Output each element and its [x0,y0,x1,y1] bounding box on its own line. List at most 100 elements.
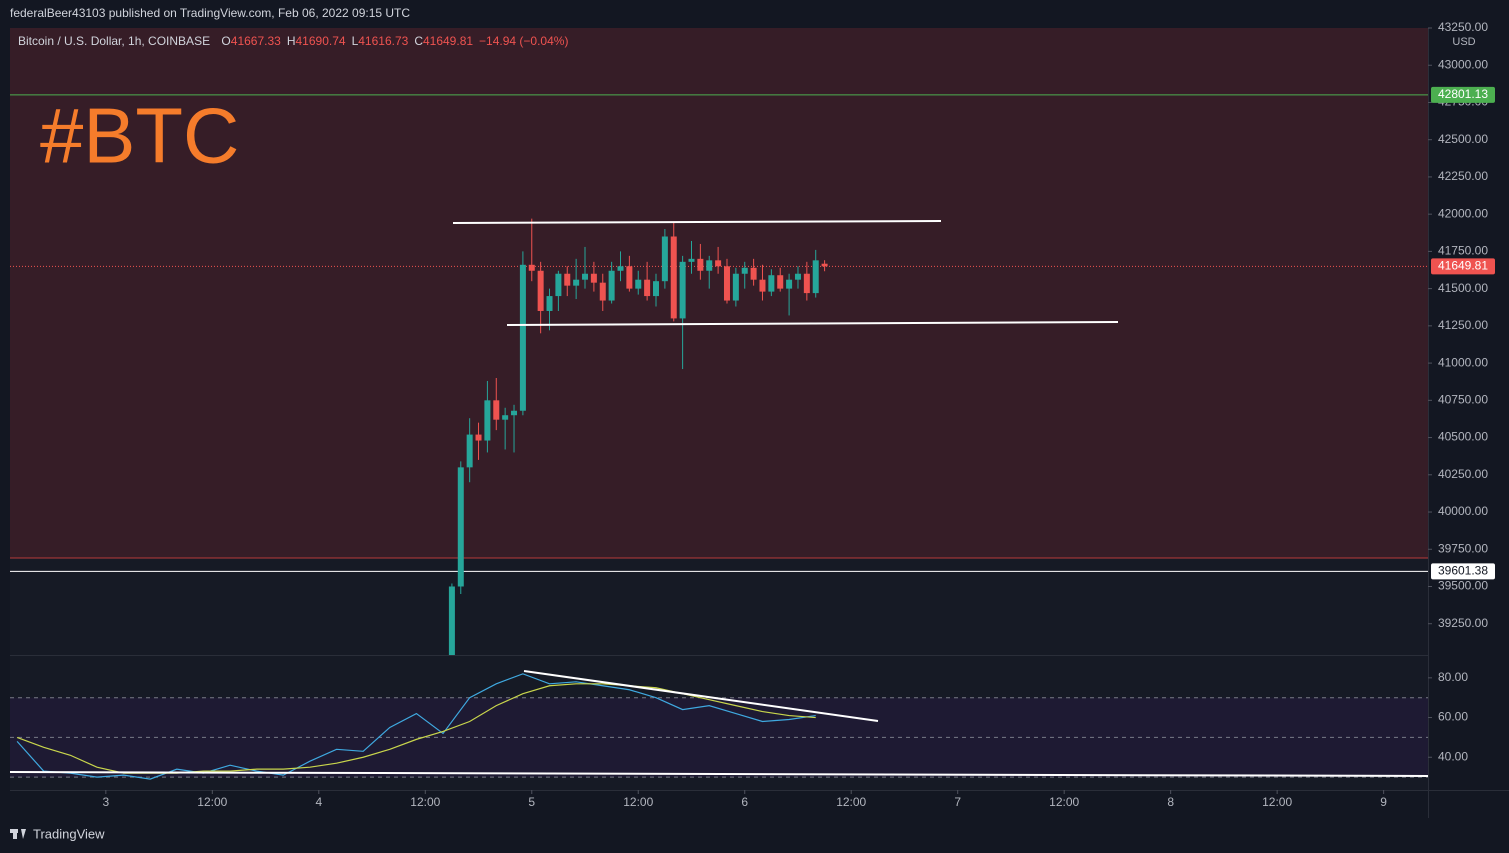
logo: TradingView [10,826,105,841]
candle-body [528,264,535,271]
candle-body [502,415,509,420]
y-tick-label: 43250.00 [1438,20,1488,34]
y-tick-label: 42000.00 [1438,206,1488,220]
rsi-band [10,697,1428,778]
brand: TradingView [33,826,105,841]
currency: USD [1452,36,1475,48]
candle-body [599,282,606,301]
trend-line [9,771,1429,777]
candle-body [644,279,651,297]
publisher: federalBeer43103 published on TradingVie… [10,6,410,20]
price-pane [10,94,1428,655]
candle-body [493,400,500,420]
y-tick-label: 41250.00 [1438,318,1488,332]
y-tick-label: 42250.00 [1438,169,1488,183]
x-tick-label: 4 [315,795,322,809]
ohlc-value: 41649.81 [423,34,473,48]
rsi-tick-label: 40.00 [1438,749,1468,763]
last-price-label: 41649.81 [1438,258,1488,272]
drawings [9,220,1429,777]
y-tick-label: 43000.00 [1438,57,1488,71]
candle-body [688,258,695,262]
trend-line [523,670,879,722]
candle-body [546,296,553,311]
candle-body [466,434,473,468]
header: Bitcoin / U.S. Dollar, 1h, COINBASE O416… [18,34,568,48]
candle-body [821,263,828,267]
candle-body [706,260,713,271]
candle-body [679,261,686,319]
x-tick-label: 12:00 [1049,795,1079,809]
candle-body [457,467,464,587]
candle-body [812,260,819,294]
level-tag [1431,86,1495,103]
x-tick-label: 12:00 [410,795,440,809]
candle-body [803,273,810,294]
candle-body [511,410,518,416]
y-tick-label: 41750.00 [1438,244,1488,258]
candle-body [617,266,624,271]
rsi-line [16,673,816,780]
y-tick-label: 39750.00 [1438,541,1488,555]
candle-body [715,260,722,267]
y-tick-label: 40000.00 [1438,504,1488,518]
level-label: 39601.38 [1438,564,1488,578]
x-tick-label: 12:00 [836,795,866,809]
change: −14.94 (−0.04%) [479,34,568,48]
trend-line [506,321,1119,326]
candle-body [519,264,526,411]
candle-body [741,267,748,274]
x-tick-label: 12:00 [1262,795,1292,809]
candle-body [794,273,801,280]
candle-body [564,273,571,286]
zone [10,28,1428,558]
candle-body [475,434,482,441]
candle-body [697,258,704,271]
y-tick-label: 40750.00 [1438,392,1488,406]
y-tick-label: 40500.00 [1438,430,1488,444]
candle-body [750,267,757,280]
candle-body [723,266,730,301]
y-tick-label: 41000.00 [1438,355,1488,369]
trend-line [452,220,942,224]
x-tick-label: 8 [1167,795,1174,809]
candle-body [573,279,580,286]
x-tick-label: 7 [954,795,961,809]
candle-body [484,400,491,441]
candle-body [555,273,562,297]
ohlc-value: 41667.33 [231,34,281,48]
ohlc-letter: H [287,34,296,48]
rsi-tick-label: 80.00 [1438,670,1468,684]
candle-body [732,273,739,301]
y-tick-label: 40250.00 [1438,467,1488,481]
y-tick-label: 42500.00 [1438,132,1488,146]
pane [10,558,1428,655]
candle-body [537,270,544,311]
candle-body [590,273,597,283]
y-tick-label: 39250.00 [1438,616,1488,630]
axes: 39250.00 39500.00 39750.00 40000.00 40250.00… [102,20,1495,809]
x-tick-label: 3 [102,795,109,809]
candle-body [786,279,793,289]
x-tick-label: 5 [528,795,535,809]
ohlc-letter: O [221,34,230,48]
ohlc-value: 41616.73 [358,34,408,48]
candle-body [448,586,455,655]
x-tick-label: 6 [741,795,748,809]
x-tick-label: 12:00 [197,795,227,809]
y-tick-label: 41500.00 [1438,281,1488,295]
ohlc-value: 41690.74 [296,34,346,48]
candle-body [670,236,677,319]
last-price-tag [1431,258,1495,275]
candle-body [661,236,668,282]
ohlc-letter: L [352,34,359,48]
symbol: Bitcoin / U.S. Dollar, 1h, COINBASE [18,34,210,48]
candle-body [768,275,775,292]
rsi-tick-label: 60.00 [1438,710,1468,724]
level-tag [1431,563,1495,580]
candle-body [777,275,784,289]
y-tick-label: 39500.00 [1438,579,1488,593]
candle-body [652,281,659,297]
